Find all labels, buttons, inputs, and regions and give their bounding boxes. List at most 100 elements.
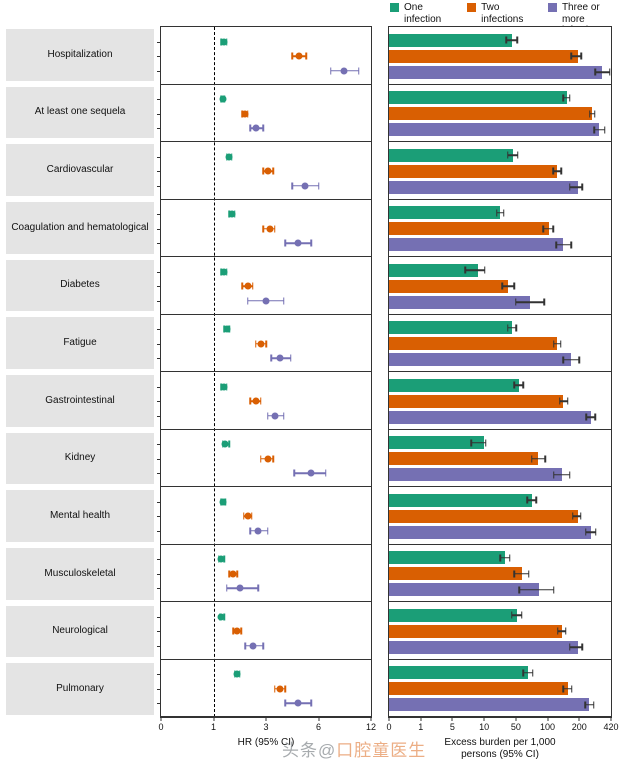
hr-point-two	[276, 685, 284, 692]
burden-bar-two	[389, 394, 564, 408]
hr-ci-cap	[267, 412, 269, 419]
watermark-name: 口腔童医生	[336, 741, 427, 760]
bar-row	[389, 660, 611, 717]
forest-ytick	[157, 185, 161, 187]
forest-ytick	[157, 530, 161, 532]
forest-row	[157, 142, 371, 200]
burden-ci-two	[553, 170, 562, 172]
hr-ci-cap	[284, 685, 286, 692]
forest-ytick	[157, 386, 161, 388]
outcome-label-cell: Gastrointestinal	[6, 372, 154, 430]
hr-ci-cap	[262, 167, 265, 175]
burden-ci-cap	[594, 413, 596, 421]
burden-ci-two	[514, 572, 529, 575]
forest-ytick	[157, 645, 161, 647]
hr-axis-tick	[370, 717, 372, 721]
burden-ci-cap	[518, 586, 520, 593]
hr-ci-cap	[260, 455, 262, 462]
hr-ci-cap	[254, 340, 257, 347]
hr-ci-cap	[260, 397, 262, 405]
hr-ci-cap	[265, 340, 267, 347]
burden-axis-tick-label: 1	[418, 722, 424, 732]
outcome-label-cell: Fatigue	[6, 314, 154, 372]
outcome-label: Coagulation and hematological	[6, 202, 154, 254]
burden-bar-three	[389, 238, 564, 251]
forest-row	[157, 27, 371, 85]
burden-ci-cap	[555, 241, 558, 248]
burden-ci-cap	[578, 356, 581, 363]
forest-row	[157, 487, 371, 545]
burden-ci-three	[594, 128, 605, 131]
hr-point-one	[223, 325, 231, 333]
hr-point-one	[220, 383, 228, 390]
hr-ci-cap	[250, 512, 253, 520]
hr-point-three	[254, 527, 262, 534]
burden-ci-cap	[558, 397, 561, 405]
forest-ytick	[157, 401, 161, 402]
burden-bar-two	[389, 337, 558, 350]
burden-ci-cap	[552, 167, 555, 175]
hr-point-two	[295, 52, 303, 60]
hr-ci-cap	[289, 354, 292, 362]
hr-point-three	[252, 124, 259, 132]
hr-axis-tick	[213, 717, 214, 721]
burden-ci-cap	[527, 570, 530, 577]
hr-axis-tick-label: 6	[315, 722, 322, 732]
forest-ytick	[157, 113, 161, 115]
forest-ytick	[157, 329, 161, 330]
burden-ci-cap	[594, 110, 596, 117]
outcome-label: Kidney	[6, 432, 154, 485]
outcome-label: Gastrointestinal	[6, 375, 154, 427]
burden-ci-one	[496, 211, 504, 214]
legend-swatch-icon	[390, 3, 399, 12]
forest-ytick	[157, 271, 161, 273]
burden-bar-one	[389, 436, 485, 449]
burden-ci-three	[585, 531, 596, 533]
burden-ci-cap	[608, 68, 611, 76]
hr-ci-cap	[317, 182, 320, 189]
forest-ytick	[157, 458, 161, 460]
burden-ci-cap	[570, 241, 573, 248]
burden-ci-cap	[592, 701, 595, 708]
bar-row	[389, 257, 611, 315]
burden-ci-cap	[544, 455, 546, 462]
forest-ytick	[157, 631, 161, 632]
hr-point-one	[217, 613, 225, 620]
hr-point-three	[276, 354, 284, 362]
legend-label: One infection	[404, 2, 442, 25]
burden-bar-one	[389, 263, 478, 277]
burden-ci-cap	[513, 282, 516, 290]
hr-ci-cap	[225, 584, 228, 592]
hr-point-two	[233, 627, 241, 635]
hr-point-one	[219, 95, 227, 103]
outcome-label-cell: Diabetes	[6, 257, 154, 315]
burden-ci-cap	[507, 151, 509, 159]
burden-ci-cap	[513, 381, 516, 389]
forest-ytick	[157, 128, 161, 129]
forest-row	[157, 430, 371, 487]
bar-row	[389, 545, 611, 602]
hr-ci-cap	[252, 282, 254, 290]
bar-row	[389, 142, 611, 200]
burden-ci-cap	[556, 627, 559, 635]
burden-ci-cap	[484, 439, 487, 446]
burden-axis-title-line2: persons (95% CI)	[461, 749, 539, 760]
hr-ci-cap	[291, 182, 293, 189]
burden-ci-cap	[570, 52, 573, 60]
burden-ci-cap	[503, 209, 505, 216]
outcome-label: Neurological	[6, 605, 154, 658]
burden-ci-one	[506, 39, 518, 41]
burden-ci-three	[595, 71, 610, 73]
hr-point-one	[233, 670, 241, 678]
burden-ci-cap	[535, 496, 537, 504]
forest-ytick	[157, 501, 161, 503]
burden-ci-two	[571, 55, 582, 57]
hr-ci-cap	[257, 584, 259, 592]
burden-ci-cap	[515, 324, 518, 331]
outcome-label-cell: Hospitalization	[6, 26, 154, 84]
outcome-label: Pulmonary	[6, 663, 154, 716]
burden-ci-cap	[552, 340, 555, 347]
hr-point-two	[252, 397, 259, 405]
burden-axis-title-line1: Excess burden per 1,000	[444, 737, 556, 748]
